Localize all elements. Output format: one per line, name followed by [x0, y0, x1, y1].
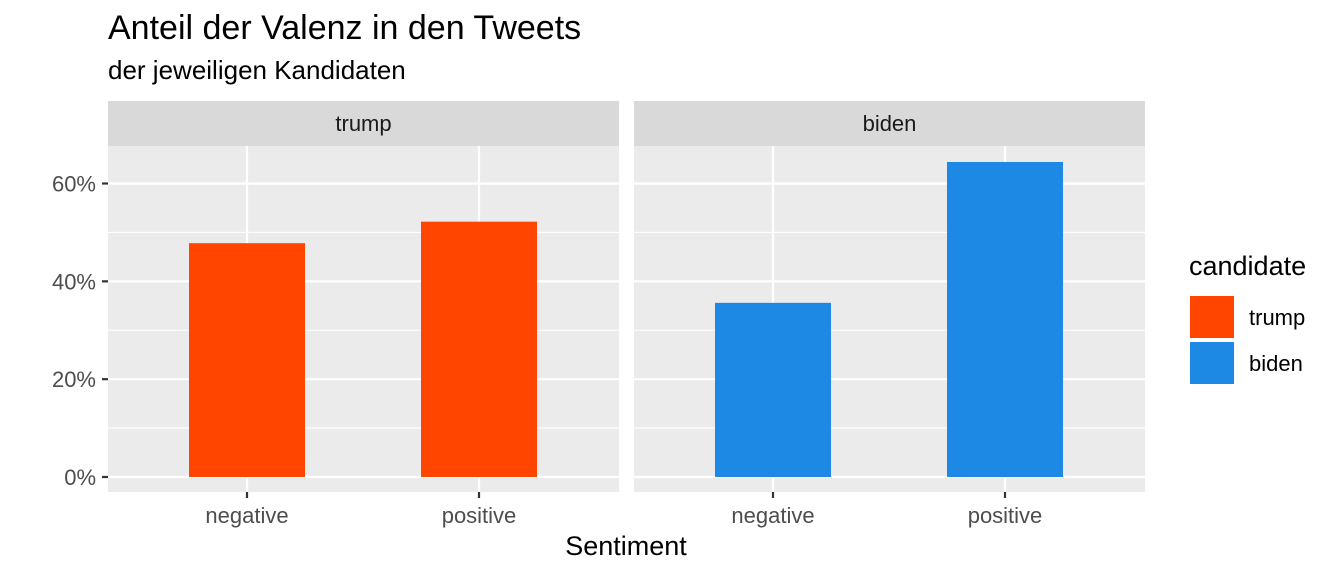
- chart-title: Anteil der Valenz in den Tweets: [108, 9, 581, 47]
- y-tick-label: 0%: [64, 465, 96, 490]
- y-tick-label: 20%: [52, 367, 96, 392]
- legend-label-trump: trump: [1249, 305, 1305, 330]
- x-tick-label: negative: [205, 503, 288, 528]
- facet-panel-biden: biden negative positive: [634, 101, 1145, 528]
- legend-key-biden: [1190, 342, 1234, 384]
- facet-strip: [108, 101, 619, 146]
- plot-panel-background: [108, 146, 619, 492]
- facet-panel-trump: trump negative positive: [108, 101, 619, 528]
- facet-strip-label: biden: [863, 111, 917, 136]
- bar-trump-negative: [189, 243, 305, 477]
- x-tick-label: positive: [442, 503, 517, 528]
- y-tick-label: 40%: [52, 269, 96, 294]
- bar-biden-negative: [715, 302, 831, 477]
- facet-strip: [634, 101, 1145, 146]
- legend-label-biden: biden: [1249, 351, 1303, 376]
- y-axis: 0% 20% 40% 60%: [52, 172, 108, 490]
- x-tick-label: negative: [731, 503, 814, 528]
- bar-biden-positive: [947, 161, 1063, 477]
- bar-trump-positive: [421, 221, 537, 477]
- x-tick-label: positive: [968, 503, 1043, 528]
- legend-title: candidate: [1189, 251, 1306, 281]
- chart-subtitle: der jeweiligen Kandidaten: [108, 55, 406, 85]
- x-axis-title: Sentiment: [565, 531, 687, 561]
- plot-panel-background: [634, 146, 1145, 492]
- legend-key-trump: [1190, 296, 1234, 338]
- facet-panels: trump negative positive biden negative positi…: [108, 101, 1145, 528]
- facet-strip-label: trump: [335, 111, 391, 136]
- legend: candidate trump biden: [1189, 251, 1306, 384]
- y-tick-label: 60%: [52, 172, 96, 197]
